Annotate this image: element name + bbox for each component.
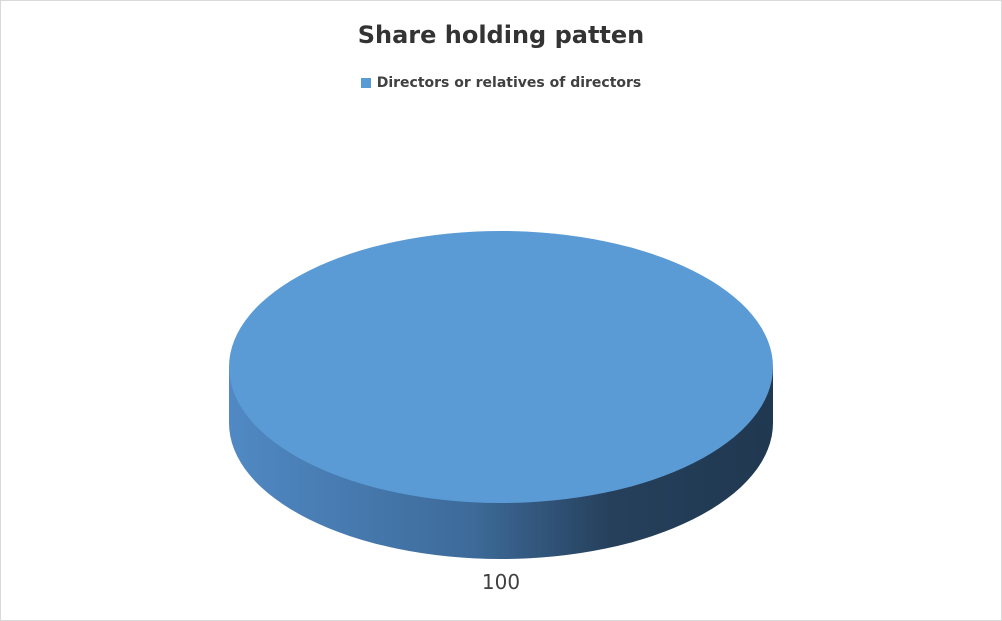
chart-title: Share holding patten bbox=[357, 21, 645, 49]
legend-item: Directors or relatives of directors bbox=[360, 75, 642, 91]
legend: Directors or relatives of directors bbox=[1, 75, 1001, 91]
legend-label: Directors or relatives of directors bbox=[376, 75, 642, 91]
legend-swatch bbox=[360, 78, 371, 88]
data-label: 100 bbox=[482, 570, 520, 594]
pie-slice bbox=[229, 231, 773, 503]
